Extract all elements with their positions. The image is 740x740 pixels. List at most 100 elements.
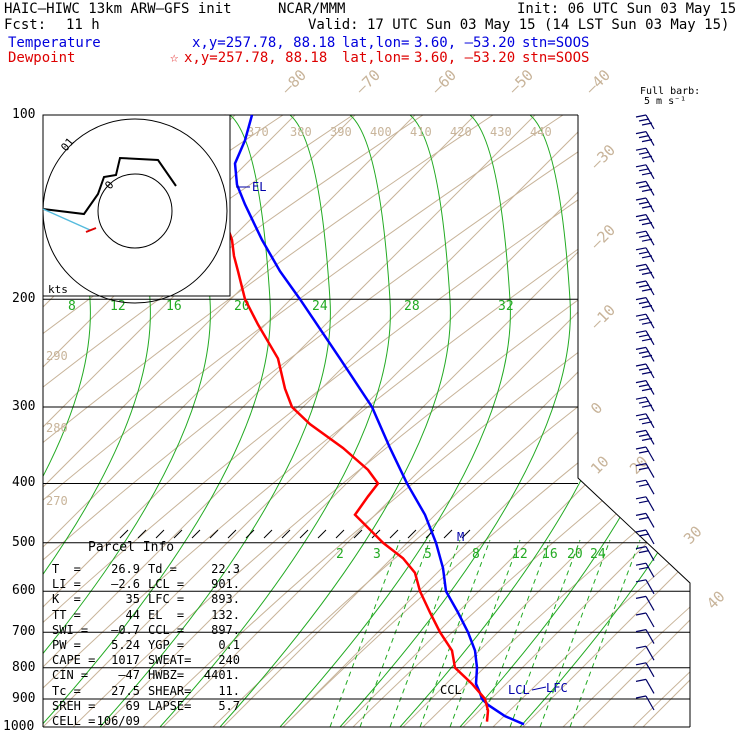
parcel-cell: SREH = (52, 698, 96, 713)
isotherm-line (43, 115, 476, 727)
wind-barb-flag (638, 367, 650, 371)
parcel-cell: CAPE = (52, 653, 96, 668)
wind-barb (645, 347, 655, 362)
pressure-label-900: 900 (12, 690, 36, 706)
wind-barb (645, 297, 655, 312)
wind-barb-flag (635, 214, 647, 218)
isotherm-line (43, 115, 356, 727)
skewt-series: CCL LCL LFC EL M (202, 114, 568, 726)
theta-label: 380 (290, 125, 312, 139)
wind-barb-flag (641, 404, 653, 408)
temperature-latlon: 3.60, –53.20 (414, 35, 516, 51)
wind-barb-flag (638, 516, 650, 520)
theta-label: 290 (46, 349, 68, 363)
wind-barb (645, 197, 655, 213)
wind-barb-flag (641, 139, 653, 143)
dry-adiabat (43, 115, 634, 727)
isotherm-label: –60 (428, 66, 460, 98)
parcel-cell: 4401. (203, 668, 240, 683)
isotherm-line (402, 115, 690, 727)
wind-barb (645, 629, 655, 644)
wind-barb-flag (635, 629, 647, 633)
isotherm-label: –40 (582, 66, 614, 98)
mixing-ratio-label-lower: 24 (590, 547, 606, 562)
hatch-mark (263, 529, 273, 539)
wind-barb-flag (638, 151, 650, 155)
wind-barb-flag (635, 180, 647, 184)
isotherm-line (342, 115, 690, 727)
hatch-mark (335, 529, 345, 539)
wind-barb-flag (635, 263, 647, 267)
wind-barb (645, 147, 655, 163)
wind-barb-flag (635, 512, 647, 516)
hatch-mark (389, 529, 399, 539)
wind-barb (645, 546, 655, 561)
parcel-cell: SHEAR= (148, 683, 192, 698)
isotherm-line (282, 115, 690, 727)
hodograph: 010 (42, 114, 231, 304)
isotherm-line (582, 115, 690, 727)
mixing-ratio-label: 32 (498, 299, 514, 314)
mixing-ratio-label: 8 (68, 299, 76, 314)
wind-barb (645, 479, 655, 495)
hatch-mark (173, 529, 183, 539)
dry-adiabat (282, 115, 690, 727)
parcel-cell: 11. (218, 683, 240, 698)
wind-barb-flag (641, 238, 653, 242)
mixing-ratio-line (359, 539, 431, 727)
pressure-label-800: 800 (12, 659, 36, 675)
wind-barb-flag (638, 301, 650, 305)
hatch-mark (191, 529, 201, 539)
barb-legend-line1: Full barb: (640, 86, 701, 97)
wind-barb (645, 529, 655, 545)
wind-barb (645, 164, 655, 180)
dry-adiabat (212, 115, 690, 727)
isotherm-label: –50 (505, 66, 537, 98)
wind-barb-flag (635, 131, 647, 135)
lfc-label: LFC (546, 681, 568, 695)
plot-frame-right (577, 115, 691, 727)
isotherm-label: –20 (587, 221, 619, 253)
hodograph-ring-outer (42, 118, 228, 304)
init-time: Init: 06 UTC Sun 03 May 15 (517, 1, 737, 17)
wind-barb (645, 280, 655, 296)
parcel-cell: 5.24 (111, 638, 140, 652)
isotherm-line (642, 115, 690, 727)
isotherm-label: 10 (587, 452, 613, 478)
dry-adiabat (352, 115, 690, 727)
hatch-mark (407, 529, 417, 539)
wind-barb-flag (641, 288, 653, 292)
parcel-cell: 27.5 (111, 683, 140, 698)
moist-adiabat (159, 115, 391, 727)
wind-barb (645, 430, 655, 445)
pressure-label-600: 600 (12, 583, 36, 599)
dry-adiabat (43, 115, 494, 727)
temperature-xy: x,y=257.78, 88.18 (192, 35, 336, 51)
parcel-cell: K = (52, 592, 81, 607)
parcel-cell: LCL = (148, 577, 185, 592)
hodograph-ring-inner (97, 173, 173, 249)
moist-adiabat (219, 115, 451, 727)
valid-time: Valid: 17 UTC Sun 03 May 15 (14 LST Sun … (308, 17, 730, 33)
hodograph-units: kts (48, 283, 68, 296)
parcel-cell: –2.6 (111, 577, 140, 592)
temperature-line (233, 114, 525, 726)
wind-barb-flag (641, 222, 653, 226)
isotherm-label: 40 (703, 587, 729, 613)
wind-barb-flag (635, 114, 647, 118)
wind-barb-flag (641, 437, 653, 441)
wind-barb-flag (635, 662, 647, 666)
isotherm-label: –10 (587, 301, 619, 333)
wind-barb-flag (638, 483, 650, 487)
parcel-cell: CCL = (148, 622, 185, 637)
hatch-mark (371, 529, 381, 539)
ccl-label: CCL (440, 683, 462, 697)
wind-barb-flag (638, 533, 650, 537)
theta-label: 270 (46, 494, 68, 508)
parcel-cell: 22.3 (211, 562, 240, 576)
wind-barb-flag (635, 562, 647, 566)
wind-barb-flag (641, 188, 653, 192)
wind-barb (645, 645, 655, 661)
wind-barb-flag (641, 205, 653, 209)
wind-barb-flag (638, 218, 650, 222)
